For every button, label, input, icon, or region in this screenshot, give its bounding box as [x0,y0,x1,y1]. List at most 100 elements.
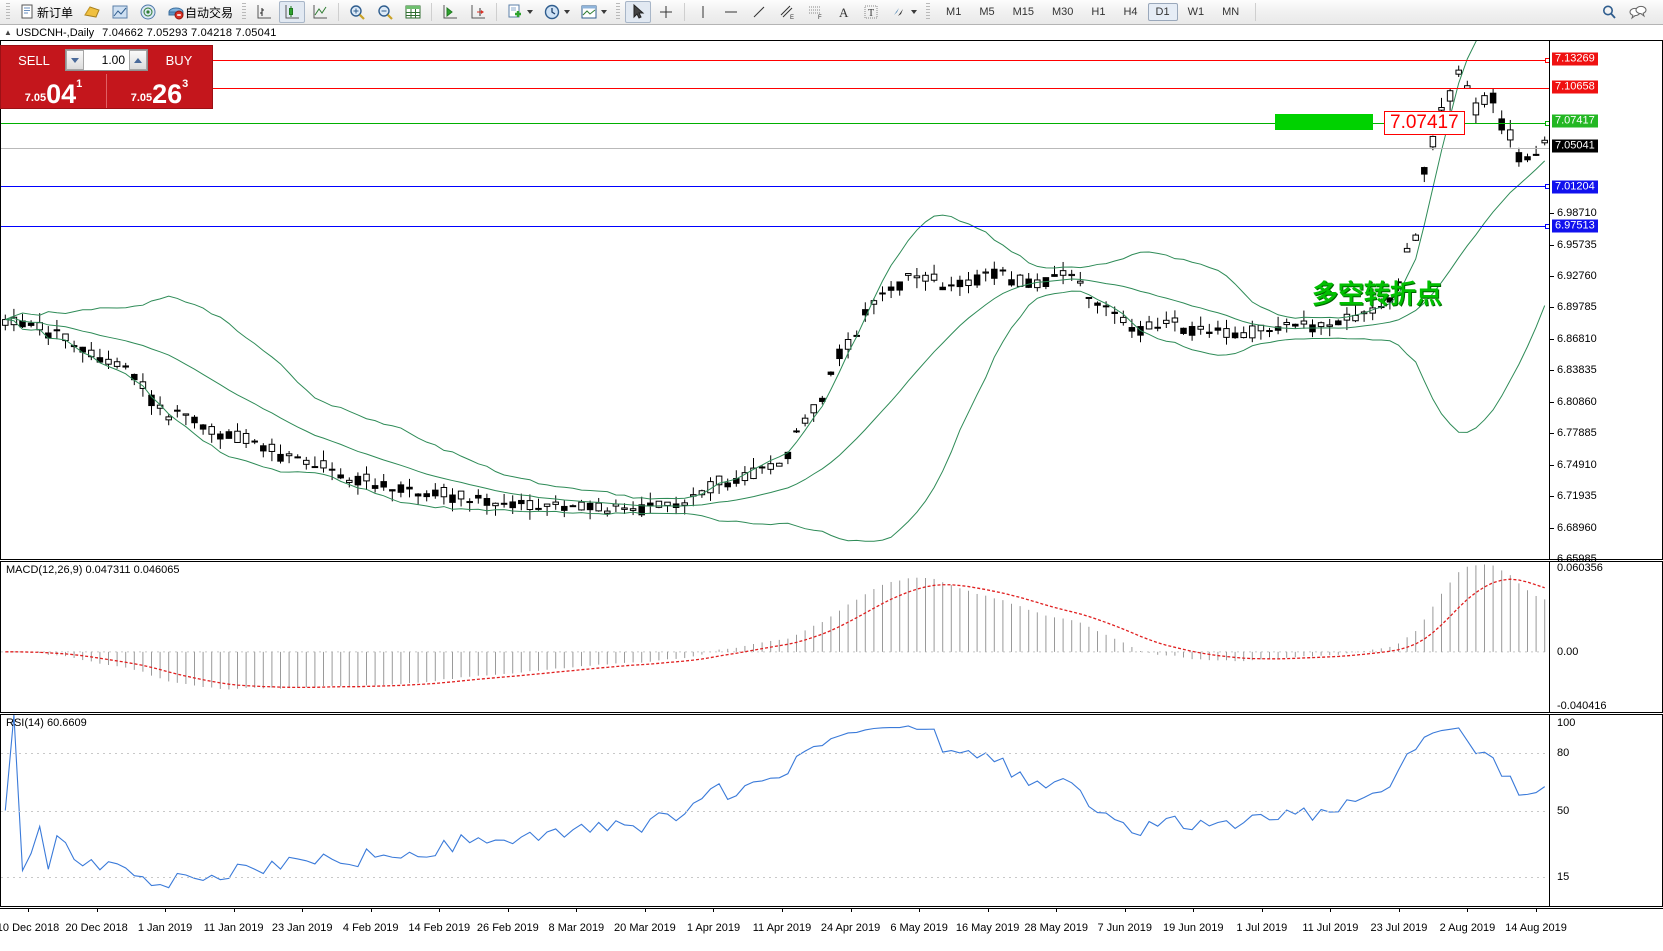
one-click-trading-panel[interactable]: SELL 1.00 BUY 7.05 04 1 7.05 26 3 [0,45,213,109]
chevron-down-icon[interactable] [911,10,918,14]
search-button[interactable] [1596,1,1622,23]
volume-value[interactable]: 1.00 [101,53,125,67]
volume-increment-button[interactable] [129,50,147,70]
level-line-7-01204[interactable] [1,184,1549,189]
toolbar-grip-2[interactable] [242,3,247,21]
level-handle[interactable] [1545,58,1549,63]
toolbar-terminal-button[interactable] [107,1,133,23]
timeframe-m30[interactable]: M30 [1052,6,1074,18]
crosshair-icon [657,3,675,21]
crosshair-tool-button[interactable] [653,1,679,23]
timeframe-d1[interactable]: D1 [1147,3,1178,21]
new-chart-button[interactable] [502,1,537,23]
data-window-button[interactable] [400,1,426,23]
chevron-down-icon[interactable] [527,10,534,14]
templates-button[interactable] [576,1,611,23]
cursor-tool-button[interactable] [625,1,652,23]
date-axis-tick [919,908,921,912]
date-axis[interactable]: 10 Dec 2018 20 Dec 2018 1 Jan 2019 11 Jan 2… [0,908,1663,951]
price-level-tag[interactable]: 7.05041 [1552,139,1598,153]
price-level-tag[interactable]: 7.10658 [1552,80,1598,94]
chat-button[interactable] [1624,1,1650,23]
line-chart-button[interactable] [307,1,333,23]
toolbar-charts-button[interactable] [79,1,105,23]
volume-decrement-button[interactable] [66,50,84,70]
rsi-pane[interactable]: RSI(14) 60.6609 100 80 50 15 [0,714,1663,907]
macd-pane[interactable]: MACD(12,26,9) 0.047311 0.046065 0.060356… [0,561,1663,713]
price-plot[interactable]: 7.07417 多空转折点 [1,41,1549,559]
level-line-7-05041 [1,148,1549,149]
buy-button[interactable]: 7.05 26 3 [106,74,212,108]
volume-stepper[interactable]: 1.00 [65,49,148,71]
vertical-line-button[interactable] [690,1,716,23]
timeframe-mn[interactable]: MN [1222,6,1240,18]
level-handle[interactable] [1545,121,1549,126]
zoom-in-button[interactable] [344,1,370,23]
text-label-button[interactable]: T [858,1,884,23]
timeframe-w1[interactable]: W1 [1187,6,1205,18]
timeframe-m15[interactable]: M15 [1012,6,1034,18]
level-handle[interactable] [1545,184,1549,189]
rsi-axis-label: 100 [1557,717,1576,729]
text-tool-button[interactable]: A [830,1,856,23]
zoom-out-button[interactable] [372,1,398,23]
zoom-out-icon [376,3,394,21]
fibonacci-button[interactable]: F [802,1,828,23]
bar-chart-button[interactable] [251,1,277,23]
trendline-icon [750,3,768,21]
chart-shift-icon [441,3,459,21]
date-axis-label: 14 Aug 2019 [1505,922,1567,934]
timeframe-m1[interactable]: M1 [946,6,962,18]
price-level-tag[interactable]: 6.97513 [1552,219,1598,233]
level-handle[interactable] [1545,224,1549,229]
text-label-icon: T [862,3,880,21]
chevron-down-icon[interactable] [601,10,608,14]
timeframe-h4[interactable]: H4 [1123,6,1138,18]
timeframe-h1[interactable]: H1 [1091,6,1106,18]
pivot-price-callout: 7.07417 [1384,111,1465,135]
level-line-7-10658[interactable] [1,88,1549,89]
autotrading-button[interactable]: 自动交易 [163,1,237,23]
level-line-6-97513[interactable] [1,224,1549,229]
macd-axis[interactable]: 0.060356 0.00 -0.040416 [1549,562,1662,712]
level-line-7-07417[interactable] [1,121,1549,126]
rsi-axis[interactable]: 100 80 50 15 [1549,715,1662,906]
auto-scroll-button[interactable] [465,1,491,23]
arrows-button[interactable] [886,1,921,23]
buy-price-prefix: 7.05 [130,92,153,104]
price-axis-label: 6.83835 [1557,364,1597,377]
level-line-7-13269[interactable] [1,58,1549,63]
price-axis-tick [1550,496,1554,498]
trendline-button[interactable] [746,1,772,23]
chat-bubbles-icon [1628,3,1647,21]
sell-label[interactable]: SELL [18,52,50,68]
buy-price-point: 3 [182,78,189,90]
chart-shift-button[interactable] [437,1,463,23]
toolbar-grip-3[interactable] [616,3,621,21]
rsi-guide-line [1,753,1549,755]
price-level-tag[interactable]: 7.01204 [1552,180,1598,194]
toolbar-grip[interactable] [6,3,10,21]
toolbar-signals-button[interactable] [135,1,161,23]
toolbar-grip-4[interactable] [926,3,931,21]
price-pane[interactable]: 7.07417 多空转折点 6.98710 6.95735 6.92760 6.897… [0,40,1663,565]
price-axis[interactable]: 6.98710 6.95735 6.92760 6.89785 6.86810 6.838… [1549,41,1662,565]
macd-plot[interactable] [1,562,1549,712]
price-level-tag[interactable]: 7.07417 [1552,114,1598,128]
horizontal-line-button[interactable] [718,1,744,23]
candlestick-chart-button[interactable] [279,1,306,23]
template-icon [580,3,598,21]
date-axis-tick [1330,908,1332,912]
sell-button[interactable]: 7.05 04 1 [1,74,106,108]
date-axis-label: 19 Jun 2019 [1162,922,1224,934]
period-button[interactable] [539,1,574,23]
rsi-plot[interactable] [1,715,1549,906]
equidistant-channel-button[interactable]: E [774,1,800,23]
price-level-tag[interactable]: 7.13269 [1552,52,1598,66]
buy-label[interactable]: BUY [165,52,193,68]
rsi-axis-label: 15 [1557,871,1570,884]
collapse-triangle-icon[interactable]: ▲ [4,28,12,37]
timeframe-m5[interactable]: M5 [979,6,995,18]
new-order-button[interactable]: 新订单 [15,1,77,23]
chevron-down-icon[interactable] [564,10,571,14]
